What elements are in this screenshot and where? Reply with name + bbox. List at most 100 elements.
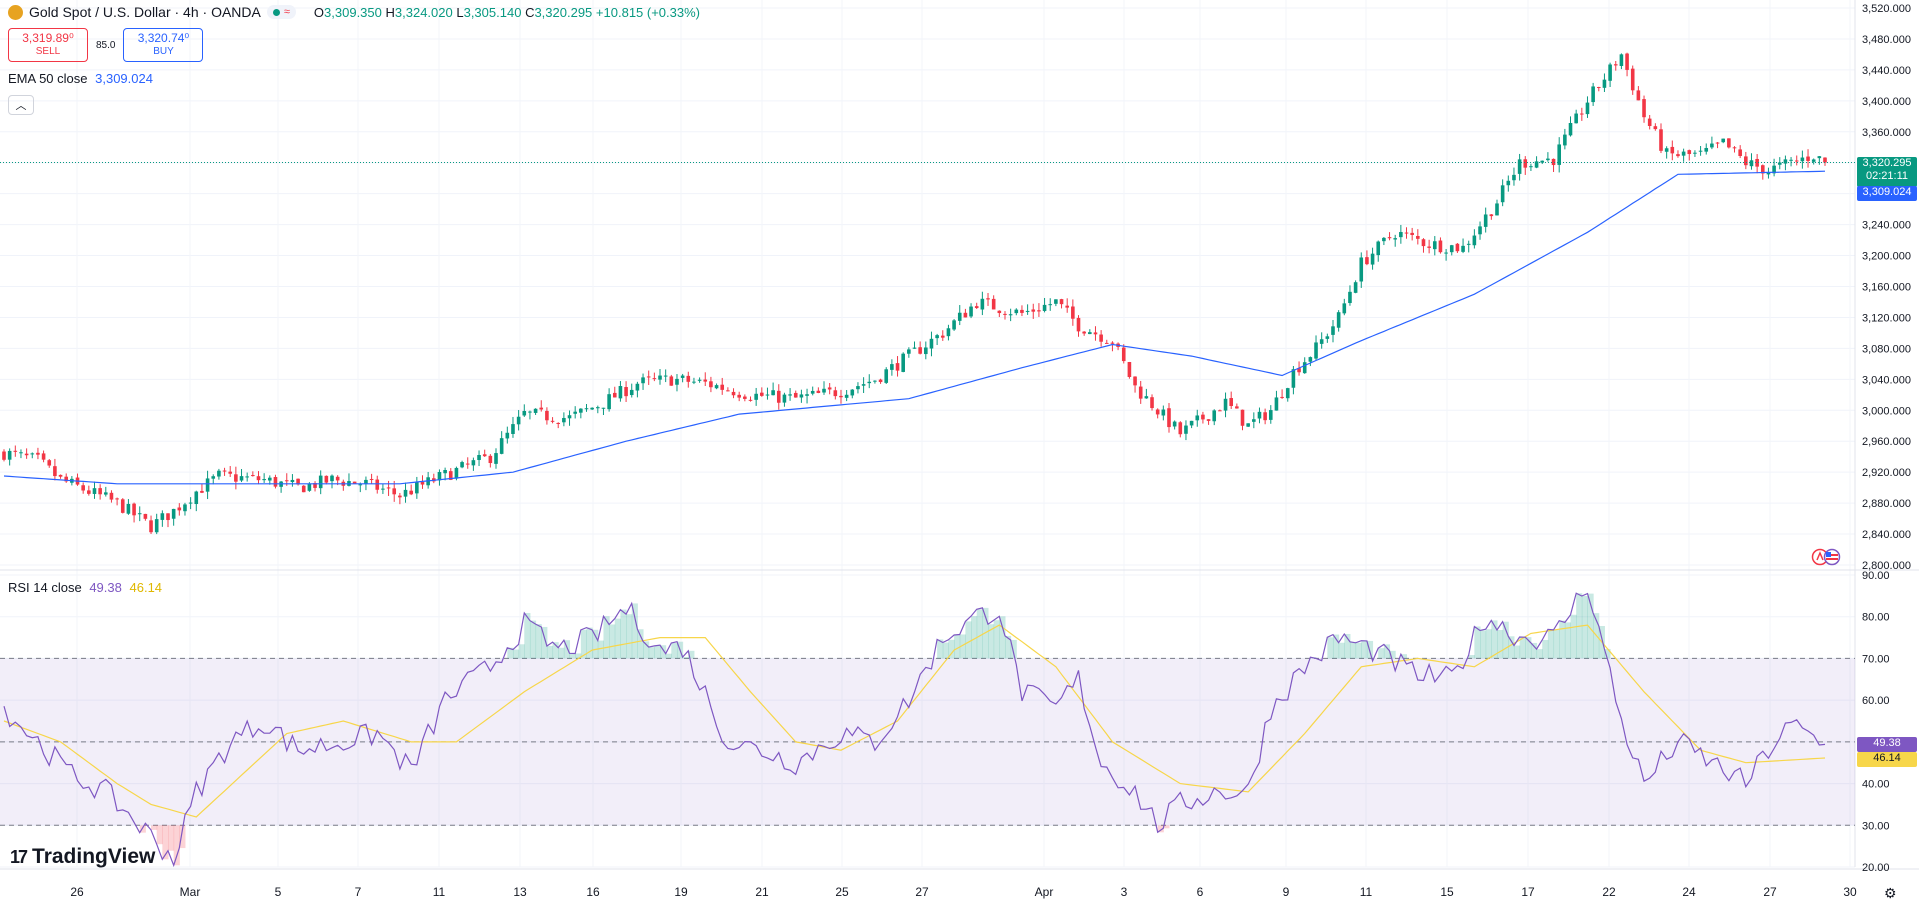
candle-body xyxy=(731,391,736,396)
candle-body xyxy=(1167,408,1171,428)
rsi-overbought-fill xyxy=(1581,595,1588,659)
candle-body xyxy=(47,460,52,466)
candle-body xyxy=(1365,257,1369,265)
candle-body xyxy=(1263,412,1267,421)
rsi-overbought-fill xyxy=(1332,634,1340,659)
time-tick-label: 5 xyxy=(275,885,282,899)
candle-body xyxy=(1529,166,1533,168)
rsi-overbought-fill xyxy=(648,647,655,659)
candle-body xyxy=(64,476,69,482)
candle-body xyxy=(963,312,968,318)
candle-body xyxy=(1319,339,1324,344)
market-status-badge[interactable]: ≈ xyxy=(266,5,296,19)
rsi-overbought-fill xyxy=(546,645,554,659)
candle-body xyxy=(624,387,628,397)
candle-body xyxy=(1076,317,1081,332)
time-tick-label: 13 xyxy=(513,885,527,899)
candle-body xyxy=(1387,237,1392,239)
candle-body xyxy=(313,483,317,488)
candle-body xyxy=(1659,129,1663,151)
time-tick-label: 9 xyxy=(1283,885,1290,899)
rsi-overbought-fill xyxy=(937,639,944,659)
price-tick-label: 3,200.000 xyxy=(1862,251,1911,263)
price-tick-label: 3,520.000 xyxy=(1862,3,1911,15)
candle-body xyxy=(1557,144,1562,165)
settings-gear-icon[interactable]: ⚙ xyxy=(1884,885,1897,901)
rsi-overbought-fill xyxy=(1349,641,1357,659)
candle-body xyxy=(612,392,617,398)
candle-body xyxy=(194,491,199,505)
tradingview-logo[interactable]: 17 TradingView xyxy=(10,845,155,869)
candle-body xyxy=(352,481,357,484)
candle-body xyxy=(1523,159,1528,168)
candle-body xyxy=(1449,245,1454,253)
time-tick-label: 6 xyxy=(1197,885,1204,899)
candle-body xyxy=(867,381,872,384)
buy-button[interactable]: 3,320.74⁰ BUY xyxy=(123,28,204,62)
rsi-tick-label: 20.00 xyxy=(1862,862,1890,874)
candle-body xyxy=(1642,99,1646,118)
rsi-overbought-fill xyxy=(1338,642,1345,659)
rsi-overbought-fill xyxy=(631,603,638,659)
price-tick-label: 3,160.000 xyxy=(1862,282,1911,294)
candle-body xyxy=(19,452,23,454)
candle-body xyxy=(765,394,770,396)
collapse-legend-button[interactable]: ︿ xyxy=(8,95,34,115)
candle-body xyxy=(822,388,826,393)
rsi-legend[interactable]: RSI 14 close 49.38 46.14 xyxy=(8,580,163,595)
candle-body xyxy=(545,410,549,421)
candle-body xyxy=(522,410,527,416)
candle-body xyxy=(482,454,487,457)
candle-body xyxy=(1653,126,1658,130)
candle-body xyxy=(528,411,532,413)
events-flag-icon[interactable] xyxy=(1810,548,1844,566)
rsi-tick-label: 70.00 xyxy=(1862,653,1890,665)
last-price-tag: 3,320.295 02:21:11 xyxy=(1857,157,1917,187)
candle-body xyxy=(154,519,159,533)
candle-body xyxy=(1376,241,1381,256)
candle-body xyxy=(1048,304,1053,306)
candle-body xyxy=(1416,235,1420,239)
rsi-overbought-fill xyxy=(1389,650,1396,659)
price-tick-label: 3,000.000 xyxy=(1862,405,1911,417)
candle-body xyxy=(200,490,204,493)
candle-body xyxy=(1195,415,1200,421)
candle-body xyxy=(1382,237,1386,242)
rsi-overbought-fill xyxy=(976,609,983,659)
time-tick-label: 7 xyxy=(355,885,362,899)
rsi-oversold-fill xyxy=(168,825,175,851)
rsi-overbought-fill xyxy=(529,620,537,659)
candle-body xyxy=(1037,310,1041,312)
candle-body xyxy=(692,381,696,383)
ema-legend[interactable]: EMA 50 close 3,309.024 xyxy=(8,71,153,86)
price-tick-label: 3,120.000 xyxy=(1862,312,1911,324)
candle-body xyxy=(556,422,561,424)
candle-body xyxy=(245,476,249,478)
candle-body xyxy=(166,513,170,521)
candle-body xyxy=(1342,303,1347,314)
rsi-overbought-fill xyxy=(603,616,610,659)
candle-body xyxy=(1059,299,1064,305)
sell-button[interactable]: 3,319.89⁰ SELL xyxy=(8,28,88,62)
candle-body xyxy=(726,390,730,392)
rsi-overbought-fill xyxy=(948,639,955,659)
candle-body xyxy=(81,485,85,491)
rsi-overbought-fill xyxy=(569,653,576,659)
rsi-overbought-fill xyxy=(1542,639,1549,659)
candle-body xyxy=(256,476,261,481)
rsi-overbought-fill xyxy=(971,616,978,659)
candle-body xyxy=(273,477,278,487)
rsi-overbought-fill xyxy=(1587,593,1594,659)
rsi-overbought-fill xyxy=(1604,648,1611,659)
candle-body xyxy=(1127,362,1132,377)
price-tick-label: 2,920.000 xyxy=(1862,467,1911,479)
rsi-overbought-fill xyxy=(1525,637,1532,659)
candle-body xyxy=(1121,347,1126,362)
candle-body xyxy=(465,463,470,465)
candle-body xyxy=(697,379,702,381)
candle-body xyxy=(448,471,453,480)
candle-body xyxy=(957,312,962,321)
symbol-title[interactable]: Gold Spot / U.S. Dollar · 4h · OANDA xyxy=(29,4,261,20)
rsi-overbought-fill xyxy=(614,618,621,659)
